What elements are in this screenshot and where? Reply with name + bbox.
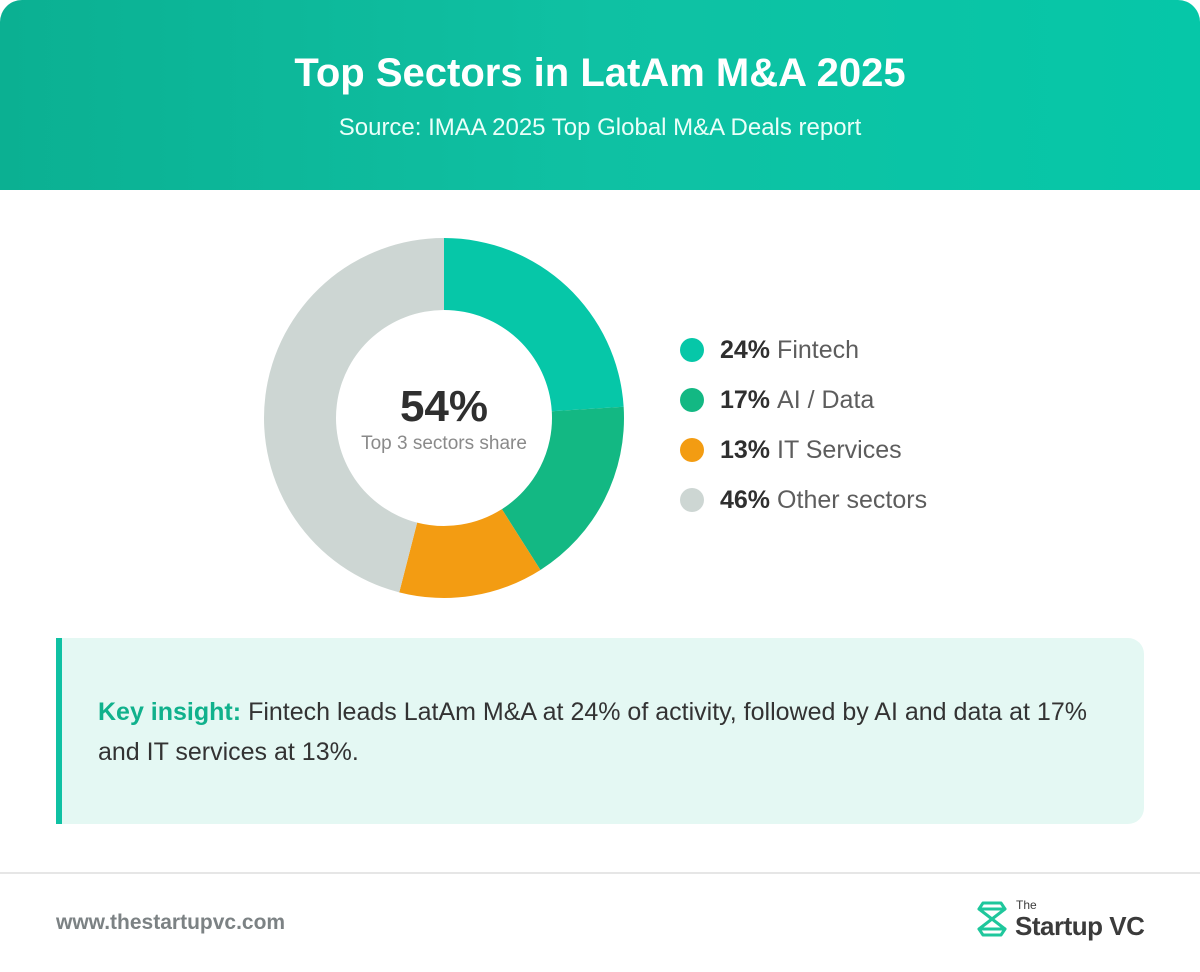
center-value: 54% bbox=[399, 382, 489, 431]
legend-swatch bbox=[680, 388, 704, 412]
footer-divider bbox=[0, 872, 1200, 874]
legend-percent: 24% bbox=[720, 336, 771, 364]
legend-label: IT Services bbox=[777, 436, 902, 464]
logo-small-text: The bbox=[1016, 898, 1037, 912]
legend-item-ai-data: 17% AI / Data bbox=[680, 375, 927, 425]
donut-chart bbox=[264, 238, 624, 598]
insight-accent-bar bbox=[56, 638, 62, 824]
startupvc-logo-icon bbox=[977, 901, 1007, 937]
legend-swatch bbox=[680, 438, 704, 462]
legend-label: AI / Data bbox=[777, 386, 875, 414]
footer-url: www.thestartupvc.com bbox=[56, 911, 286, 934]
header-banner: Top Sectors in LatAm M&A 2025 Source: IM… bbox=[0, 0, 1200, 190]
donut-slice-other-sectors bbox=[264, 238, 444, 593]
legend-item-it-services: 13% IT Services bbox=[680, 425, 927, 475]
startupvc-logo: The Startup VC bbox=[974, 898, 1154, 942]
chart-title: Top Sectors in LatAm M&A 2025 bbox=[294, 51, 906, 95]
center-label: Top 3 sectors share bbox=[361, 433, 527, 454]
legend: 24% Fintech 17% AI / Data 13% IT Services 4… bbox=[680, 325, 927, 525]
insight-text: Key insight: Fintech leads LatAm M&A at 2… bbox=[98, 692, 1098, 772]
donut-slice-it-services bbox=[399, 509, 541, 598]
legend-percent: 46% bbox=[720, 486, 771, 514]
legend-percent: 17% bbox=[720, 386, 771, 414]
legend-swatch bbox=[680, 488, 704, 512]
donut-slice-fintech bbox=[444, 238, 624, 412]
legend-label: Other sectors bbox=[777, 486, 928, 514]
insight-body: Fintech leads LatAm M&A at 24% of activi… bbox=[98, 698, 1087, 766]
legend-label: Fintech bbox=[777, 336, 860, 364]
legend-percent: 13% bbox=[720, 436, 771, 464]
legend-swatch bbox=[680, 338, 704, 362]
legend-item-other-sectors: 46% Other sectors bbox=[680, 475, 927, 525]
logo-main-text: Startup VC bbox=[1015, 911, 1145, 941]
donut-slice-ai-data bbox=[501, 406, 624, 570]
insight-label: Key insight: bbox=[98, 698, 242, 726]
key-insight-box: Key insight: Fintech leads LatAm M&A at 2… bbox=[56, 638, 1144, 824]
chart-subtitle: Source: IMAA 2025 Top Global M&A Deals r… bbox=[338, 114, 862, 141]
legend-item-fintech: 24% Fintech bbox=[680, 325, 927, 375]
